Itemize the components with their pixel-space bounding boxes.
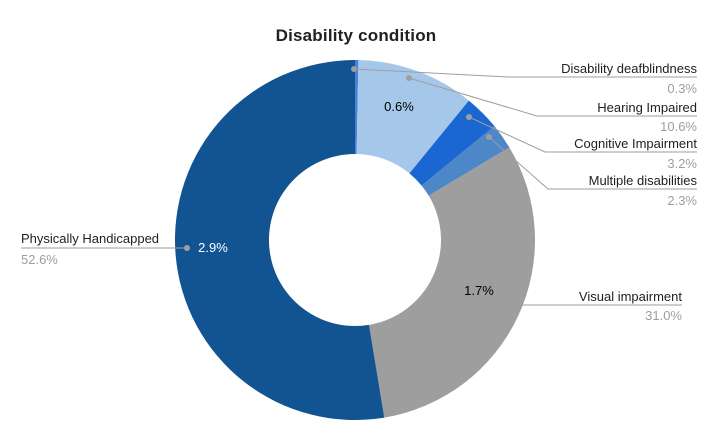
callout-label-hearing-impaired: Hearing Impaired bbox=[597, 100, 697, 115]
leader-dot-visual-impairment bbox=[500, 303, 506, 309]
inner-label-hearing-impaired: 0.6% bbox=[384, 99, 414, 114]
leader-dot-multiple-disabilities bbox=[486, 134, 492, 140]
leader-line-visual-impairment bbox=[502, 304, 682, 307]
callout-value-multiple-disabilities: 2.3% bbox=[667, 193, 697, 208]
callout-value-physically-handicapped: 52.6% bbox=[21, 252, 58, 267]
callout-label-physically-handicapped: Physically Handicapped bbox=[21, 231, 159, 246]
callout-value-visual-impairment: 31.0% bbox=[645, 308, 682, 323]
chart-title: Disability condition bbox=[275, 26, 437, 45]
slice-cognitive-impairment[interactable] bbox=[409, 100, 495, 186]
leader-line-multiple-disabilities bbox=[488, 136, 697, 190]
slice-physically-handicapped[interactable] bbox=[174, 60, 385, 420]
callout-label-cognitive-impairment: Cognitive Impairment bbox=[574, 136, 697, 151]
slice-multiple-disabilities[interactable] bbox=[421, 126, 510, 196]
callout-value-cognitive-impairment: 3.2% bbox=[667, 156, 697, 171]
inner-label-physically-handicapped: 2.9% bbox=[198, 240, 228, 255]
leader-line-hearing-impaired bbox=[408, 77, 697, 117]
callout-label-disability-deafblindness: Disability deafblindness bbox=[561, 61, 697, 76]
callout-value-hearing-impaired: 10.6% bbox=[660, 119, 697, 134]
leader-dot-hearing-impaired bbox=[406, 75, 412, 81]
leader-line-cognitive-impairment bbox=[468, 116, 697, 153]
leader-dot-disability-deafblindness bbox=[351, 66, 357, 72]
leader-line-disability-deafblindness bbox=[353, 68, 697, 78]
callout-value-disability-deafblindness: 0.3% bbox=[667, 81, 697, 96]
callout-label-visual-impairment: Visual impairment bbox=[579, 289, 682, 304]
leader-dot-cognitive-impairment bbox=[466, 114, 472, 120]
inner-label-visual-impairment: 1.7% bbox=[464, 283, 494, 298]
leader-dot-physically-handicapped bbox=[184, 245, 190, 251]
slice-visual-impairment[interactable] bbox=[368, 147, 535, 418]
slice-disability-deafblindness[interactable] bbox=[355, 59, 359, 155]
callout-label-multiple-disabilities: Multiple disabilities bbox=[589, 173, 698, 188]
slice-hearing-impaired[interactable] bbox=[356, 60, 469, 174]
